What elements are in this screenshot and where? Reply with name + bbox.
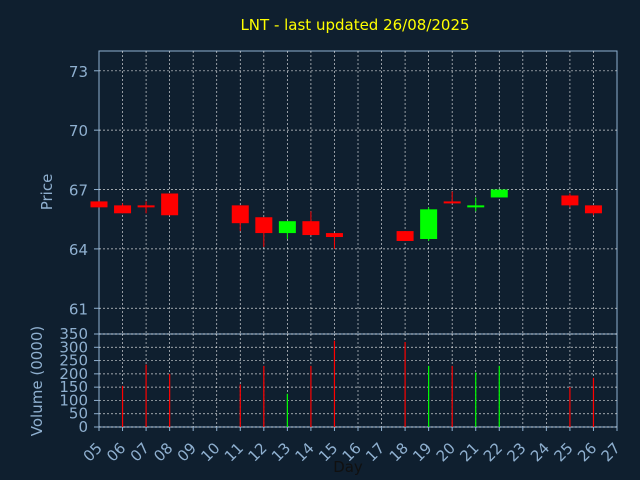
candle-body-down	[161, 193, 179, 216]
candle-body-up	[467, 205, 485, 208]
volume-tick-label: 0	[78, 418, 88, 436]
candle-body-down	[302, 221, 320, 236]
day-tick-label: 23	[503, 439, 529, 465]
price-tick-label: 61	[69, 300, 88, 318]
candle-body-down	[396, 231, 414, 241]
volume-tick-label: 250	[59, 352, 88, 370]
candle-body-down	[90, 201, 108, 208]
chart-title: LNT - last updated 26/08/2025	[240, 16, 469, 34]
price-axis-label: Price	[38, 174, 56, 211]
volume-tick-label: 200	[59, 365, 88, 383]
candle-body-down	[255, 217, 273, 234]
day-tick-label: 13	[268, 439, 294, 465]
day-tick-label: 26	[574, 439, 600, 465]
volume-tick-label: 300	[59, 338, 88, 356]
day-tick-label: 09	[174, 439, 200, 465]
day-tick-label: 18	[386, 439, 412, 465]
day-tick-label: 07	[127, 439, 153, 465]
day-tick-label: 10	[197, 439, 223, 465]
x-axis-label: Day	[333, 458, 363, 476]
day-tick-label: 27	[598, 439, 624, 465]
candle-body-up	[490, 189, 508, 198]
volume-tick-label: 50	[69, 405, 88, 423]
candle-body-up	[278, 221, 296, 234]
day-tick-label: 25	[551, 439, 577, 465]
candle-body-up	[420, 209, 438, 240]
volume-tick-label: 350	[59, 325, 88, 343]
day-tick-label: 19	[409, 439, 435, 465]
volume-axis-label: Volume (0000)	[28, 326, 46, 436]
day-tick-label: 17	[362, 439, 388, 465]
volume-tick-label: 150	[59, 378, 88, 396]
candle-body-down	[584, 205, 602, 214]
day-tick-label: 11	[221, 439, 247, 465]
candle-body-down	[443, 201, 461, 204]
candle-body-down	[325, 233, 343, 238]
day-tick-label: 20	[433, 439, 459, 465]
candle-body-down	[561, 195, 579, 206]
price-tick-label: 73	[69, 63, 88, 81]
price-tick-label: 70	[69, 122, 88, 140]
day-tick-label: 06	[103, 439, 129, 465]
day-tick-label: 24	[527, 439, 553, 465]
price-tick-label: 64	[69, 241, 88, 259]
volume-tick-label: 100	[59, 391, 88, 409]
candle-body-down	[137, 205, 155, 208]
day-tick-label: 21	[456, 439, 482, 465]
day-tick-label: 22	[480, 439, 506, 465]
candle-body-down	[114, 205, 132, 214]
day-tick-label: 14	[292, 439, 318, 465]
day-tick-label: 08	[150, 439, 176, 465]
price-panel: 61 64 67 70 73	[69, 50, 618, 335]
day-tick-label: 05	[80, 439, 106, 465]
candle-body-down	[231, 205, 249, 224]
day-tick-label: 12	[244, 439, 270, 465]
price-tick-label: 67	[69, 182, 88, 200]
